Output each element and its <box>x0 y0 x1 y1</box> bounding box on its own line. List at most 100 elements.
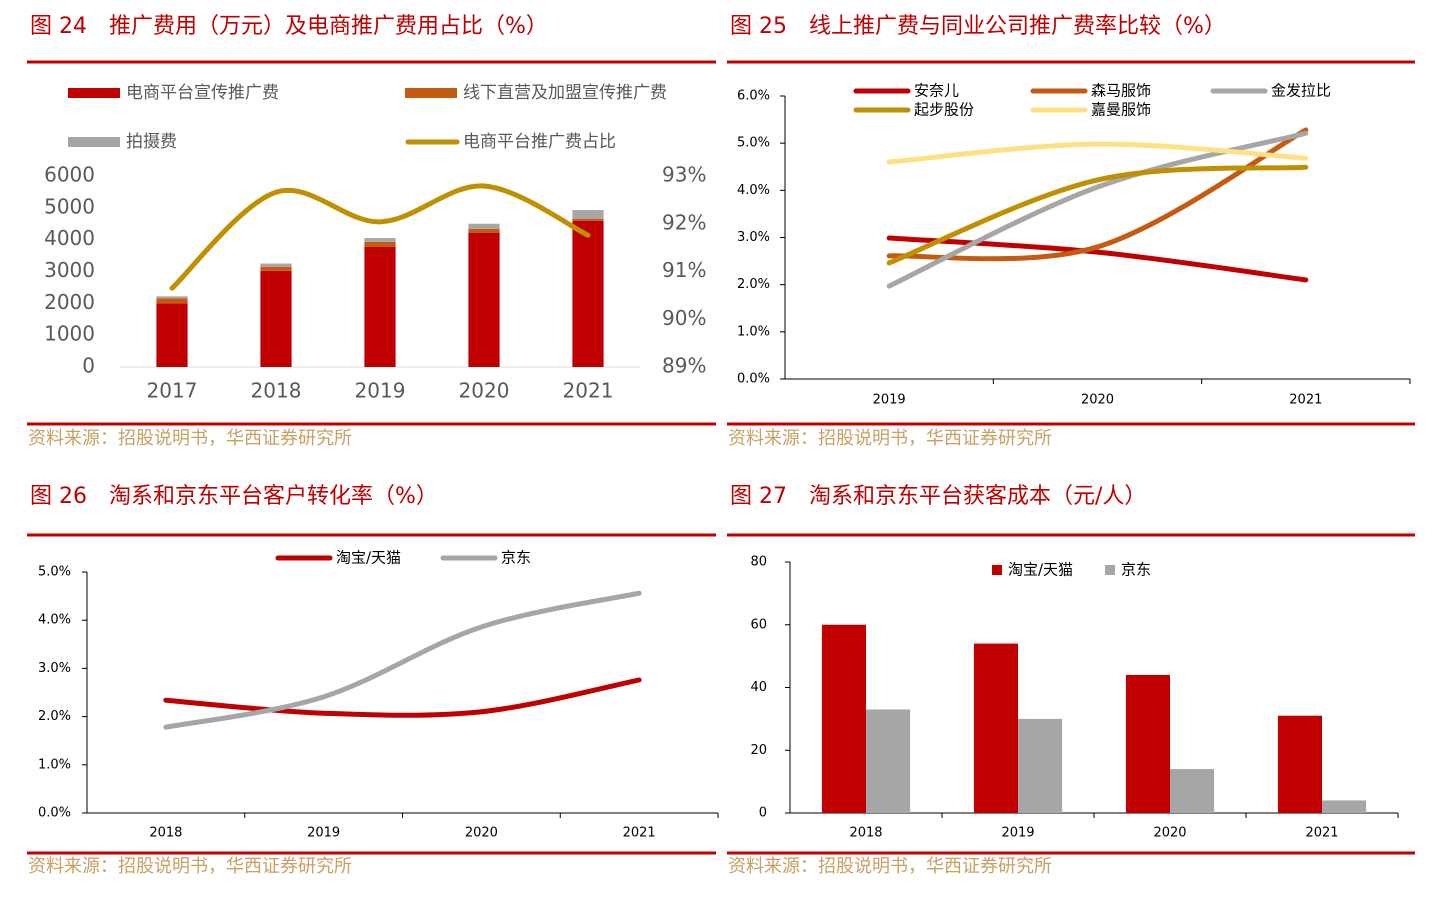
y-tick-label: 60 <box>750 617 767 632</box>
y-tick-label: 5000 <box>44 194 95 218</box>
legend-label: 线下直营及加盟宣传推广费 <box>463 83 667 103</box>
bar <box>821 624 866 813</box>
legend-label: 森马服饰 <box>1091 82 1151 100</box>
bar <box>156 303 188 367</box>
source-note: 资料来源：招股说明书，华西证券研究所 <box>28 428 352 448</box>
series-line <box>169 183 591 291</box>
bar <box>260 266 292 271</box>
y-tick-label: 3000 <box>44 258 95 282</box>
y-tick-label: 2000 <box>44 290 95 314</box>
x-tick-label: 2019 <box>307 826 340 841</box>
bar <box>260 263 292 267</box>
legend-label: 淘宝/天猫 <box>1008 561 1073 579</box>
bar <box>973 643 1018 813</box>
x-tick-label: 2019 <box>1001 826 1034 841</box>
bar <box>866 709 911 813</box>
x-tick-label: 2019 <box>355 379 406 403</box>
x-tick-label: 2020 <box>465 826 498 841</box>
series-line <box>886 164 1309 266</box>
legend-swatch <box>1105 565 1115 575</box>
y-tick-label: 3.0% <box>737 230 770 245</box>
x-tick-label: 2020 <box>1153 826 1186 841</box>
source-rule <box>727 851 1415 855</box>
x-tick-label: 2021 <box>623 826 656 841</box>
bar <box>156 298 188 304</box>
x-tick-label: 2021 <box>1305 826 1338 841</box>
bar <box>364 238 396 242</box>
bar <box>156 296 188 299</box>
source-rule <box>27 422 716 426</box>
x-tick-label: 2017 <box>147 379 198 403</box>
legend-label: 安奈儿 <box>914 82 959 100</box>
legend-label: 京东 <box>501 549 531 567</box>
y-tick-label: 5.0% <box>737 136 770 151</box>
x-tick-label: 2021 <box>563 379 614 403</box>
y-tick-label: 20 <box>750 743 767 758</box>
x-tick-label: 2020 <box>459 379 510 403</box>
bar <box>1170 769 1215 813</box>
source-rule <box>27 851 716 855</box>
legend-label: 金发拉比 <box>1271 82 1331 100</box>
bar <box>572 210 604 219</box>
y-tick-label: 0.0% <box>737 372 770 387</box>
figure-title: 图 27 淘系和京东平台获客成本（元/人） <box>730 484 1146 509</box>
x-tick-label: 2018 <box>251 379 302 403</box>
bar <box>572 220 604 367</box>
y-tick-label: 0 <box>82 354 95 378</box>
figure-title: 图 25 线上推广费与同业公司推广费率比较（%） <box>730 14 1226 39</box>
y-tick-label: 80 <box>750 555 767 570</box>
y-tick-label: 6.0% <box>737 89 770 104</box>
y2-tick-label: 92% <box>662 210 706 234</box>
x-tick-label: 2021 <box>1289 393 1322 408</box>
legend-label: 拍摄费 <box>126 132 177 152</box>
figure-title: 图 26 淘系和京东平台客户转化率（%） <box>30 484 438 509</box>
y-tick-label: 6000 <box>44 163 95 187</box>
bar <box>468 228 500 233</box>
y-tick-label: 4.0% <box>38 613 71 628</box>
series-line <box>886 141 1309 165</box>
bar <box>572 218 604 221</box>
legend-label: 电商平台推广费占比 <box>463 132 616 152</box>
title-rule <box>27 60 716 64</box>
x-tick-label: 2018 <box>149 826 182 841</box>
y-tick-label: 1.0% <box>38 757 71 772</box>
y-tick-label: 4000 <box>44 226 95 250</box>
legend-label: 京东 <box>1121 561 1151 579</box>
y-tick-label: 0 <box>759 806 767 821</box>
x-tick-label: 2018 <box>849 826 882 841</box>
legend-swatch <box>68 137 120 147</box>
title-rule <box>27 533 716 537</box>
x-tick-label: 2020 <box>1081 393 1114 408</box>
y-tick-label: 2.0% <box>737 277 770 292</box>
y-tick-label: 1000 <box>44 322 95 346</box>
source-note: 资料来源：招股说明书，华西证券研究所 <box>728 856 1052 876</box>
y-tick-label: 3.0% <box>38 661 71 676</box>
bar <box>364 246 396 367</box>
legend-label: 电商平台宣传推广费 <box>126 83 279 103</box>
series-line <box>163 677 642 718</box>
legend-label: 淘宝/天猫 <box>336 549 401 567</box>
y2-tick-label: 91% <box>662 258 706 282</box>
figure-title: 图 24 推广费用（万元）及电商推广费用占比（%） <box>30 14 548 39</box>
bar <box>1277 715 1322 813</box>
bar <box>1018 718 1063 813</box>
legend-swatch <box>68 88 120 98</box>
x-tick-label: 2019 <box>873 393 906 408</box>
y2-tick-label: 93% <box>662 163 706 187</box>
legend-label: 起步股份 <box>914 101 974 119</box>
y-tick-label: 0.0% <box>38 806 71 821</box>
source-note: 资料来源：招股说明书，华西证券研究所 <box>728 428 1052 448</box>
legend-swatch <box>992 565 1002 575</box>
y2-tick-label: 89% <box>662 354 706 378</box>
y-tick-label: 4.0% <box>737 183 770 198</box>
bar <box>468 232 500 367</box>
legend-swatch <box>405 88 457 98</box>
bar <box>468 223 500 229</box>
bar <box>1322 800 1367 813</box>
y-tick-label: 40 <box>750 680 767 695</box>
series-line <box>163 590 642 730</box>
title-rule <box>727 60 1415 64</box>
series-line <box>886 130 1309 289</box>
source-rule <box>727 422 1415 426</box>
